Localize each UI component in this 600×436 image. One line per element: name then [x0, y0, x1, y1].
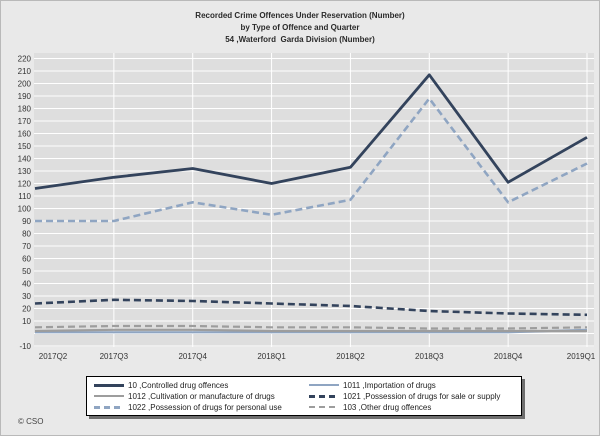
legend: 10 ,Controlled drug offences 1011 ,Import… — [86, 376, 522, 416]
legend-item-10: 10 ,Controlled drug offences — [88, 380, 303, 390]
legend-line-swatch-1012 — [94, 395, 124, 397]
y-tick-label: 210 — [18, 67, 32, 76]
legend-item-1021: 1021 ,Possession of drugs for sale or su… — [303, 391, 518, 401]
y-tick-label: 120 — [18, 180, 32, 189]
legend-item-103: 103 ,Other drug offences — [303, 402, 518, 412]
y-tick-label: 100 — [18, 205, 32, 214]
chart-title: Recorded Crime Offences Under Reservatio… — [1, 10, 599, 46]
series-line-1021 — [34, 298, 588, 317]
x-tick-label: 2018Q3 — [415, 352, 444, 361]
legend-line-swatch-1022 — [94, 405, 124, 409]
legend-item-label: 1022 ,Possession of drugs for personal u… — [128, 402, 282, 412]
y-tick-label: 220 — [18, 55, 32, 64]
y-tick-label: 110 — [18, 192, 31, 201]
legend-item-1022: 1022 ,Possession of drugs for personal u… — [88, 402, 303, 412]
x-tick-label: 2017Q3 — [100, 352, 129, 361]
series-line-1022 — [35, 97, 588, 223]
legend-item-label: 103 ,Other drug offences — [343, 402, 432, 412]
chart-title-line1: Recorded Crime Offences Under Reservatio… — [195, 11, 405, 20]
y-tick-label: 50 — [22, 267, 31, 276]
chart-title-line3: 54 ,Waterford Garda Division (Number) — [225, 35, 375, 44]
y-tick-label: 190 — [18, 92, 32, 101]
y-tick-label: 60 — [22, 255, 31, 264]
x-tick-label: 2017Q2 — [39, 352, 68, 361]
plot-area — [34, 53, 594, 347]
y-tick-label: 130 — [18, 167, 32, 176]
y-tick-label: 150 — [18, 142, 32, 151]
y-tick-label: 170 — [18, 117, 32, 126]
legend-item-1011: 1011 ,Importation of drugs — [303, 380, 518, 390]
y-tick-label: 180 — [18, 105, 32, 114]
x-tick-label: 2018Q2 — [336, 352, 365, 361]
legend-line-swatch-1021 — [309, 394, 339, 398]
y-tick-label: 90 — [22, 217, 31, 226]
x-tick-label: 2017Q4 — [178, 352, 207, 361]
legend-item-1012: 1012 ,Cultivation or manufacture of drug… — [88, 391, 303, 401]
legend-item-label: 1011 ,Importation of drugs — [343, 380, 436, 390]
legend-item-label: 1021 ,Possession of drugs for sale or su… — [343, 391, 501, 401]
legend-line-swatch-1011 — [309, 384, 339, 386]
series-line-10 — [34, 73, 588, 190]
legend-item-label: 10 ,Controlled drug offences — [128, 380, 229, 390]
y-tick-label: 20 — [22, 305, 31, 314]
y-tick-label: 40 — [22, 280, 31, 289]
legend-item-label: 1012 ,Cultivation or manufacture of drug… — [128, 391, 275, 401]
y-tick-label: 70 — [22, 242, 31, 251]
y-tick-label: 200 — [18, 80, 32, 89]
x-tick-label: 2018Q4 — [494, 352, 523, 361]
x-tick-label: 2018Q1 — [257, 352, 286, 361]
y-tick-label: 160 — [18, 130, 32, 139]
legend-line-swatch-103 — [309, 406, 339, 408]
cso-copyright: © CSO — [18, 417, 44, 426]
y-tick-label: 10 — [22, 317, 31, 326]
y-tick-label: 30 — [22, 292, 31, 301]
series-line-1011 — [35, 328, 588, 334]
chart-title-line2: by Type of Offence and Quarter — [240, 23, 360, 32]
x-tick-label: 2019Q1 — [567, 352, 596, 361]
y-tick-label: -10 — [19, 342, 31, 351]
series-line-1012 — [34, 328, 587, 333]
y-tick-label: 80 — [22, 230, 31, 239]
y-tick-label: 140 — [18, 155, 32, 164]
legend-line-swatch-10 — [94, 383, 124, 387]
series-line-103 — [34, 324, 588, 330]
